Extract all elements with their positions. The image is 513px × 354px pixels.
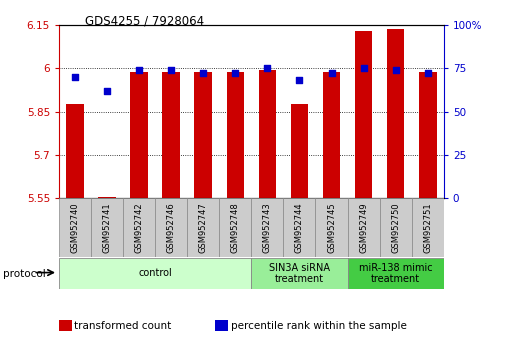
Text: GSM952748: GSM952748 [231,202,240,253]
Bar [220,198,251,257]
Bar [283,198,315,257]
Text: GSM952741: GSM952741 [103,202,112,253]
Bar [251,198,283,257]
Bar [130,73,148,198]
Text: GSM952751: GSM952751 [423,202,432,253]
Point [71,74,79,80]
Point [103,88,111,93]
Point [167,67,175,73]
Point [391,67,400,73]
Bar [59,320,72,331]
Text: percentile rank within the sample: percentile rank within the sample [231,321,407,331]
Bar [291,104,308,198]
Bar [163,73,180,198]
Text: GDS4255 / 7928064: GDS4255 / 7928064 [85,14,204,27]
Bar [259,70,276,198]
Text: GSM952749: GSM952749 [359,202,368,253]
Point [327,70,336,76]
Text: GSM952750: GSM952750 [391,202,400,253]
Bar [380,198,411,257]
Text: transformed count: transformed count [74,321,172,331]
Bar [348,258,444,289]
Bar [194,73,212,198]
Bar [98,197,116,198]
Point [360,65,368,71]
Text: GSM952746: GSM952746 [167,202,176,253]
Bar [123,198,155,257]
Bar [227,73,244,198]
Bar [91,198,123,257]
Point [199,70,207,76]
Bar [348,198,380,257]
Bar [419,73,437,198]
Text: miR-138 mimic
treatment: miR-138 mimic treatment [359,263,432,284]
Text: GSM952744: GSM952744 [295,202,304,253]
Text: GSM952745: GSM952745 [327,202,336,253]
Bar [251,258,348,289]
Bar [59,258,251,289]
Bar [59,198,91,257]
Bar [323,73,340,198]
Point [231,70,240,76]
Text: protocol: protocol [3,269,45,279]
Point [263,65,271,71]
Point [135,67,143,73]
Text: GSM952743: GSM952743 [263,202,272,253]
Bar [411,198,444,257]
Text: GSM952742: GSM952742 [134,202,144,253]
Bar [315,198,348,257]
Text: SIN3A siRNA
treatment: SIN3A siRNA treatment [269,263,330,284]
Bar [387,29,404,198]
Text: GSM952747: GSM952747 [199,202,208,253]
Bar [355,30,372,198]
Point [424,70,432,76]
Text: GSM952740: GSM952740 [70,202,80,253]
Bar [66,104,84,198]
Text: control: control [139,268,172,279]
Point [295,78,304,83]
Bar [187,198,220,257]
Bar [155,198,187,257]
Bar [215,320,228,331]
